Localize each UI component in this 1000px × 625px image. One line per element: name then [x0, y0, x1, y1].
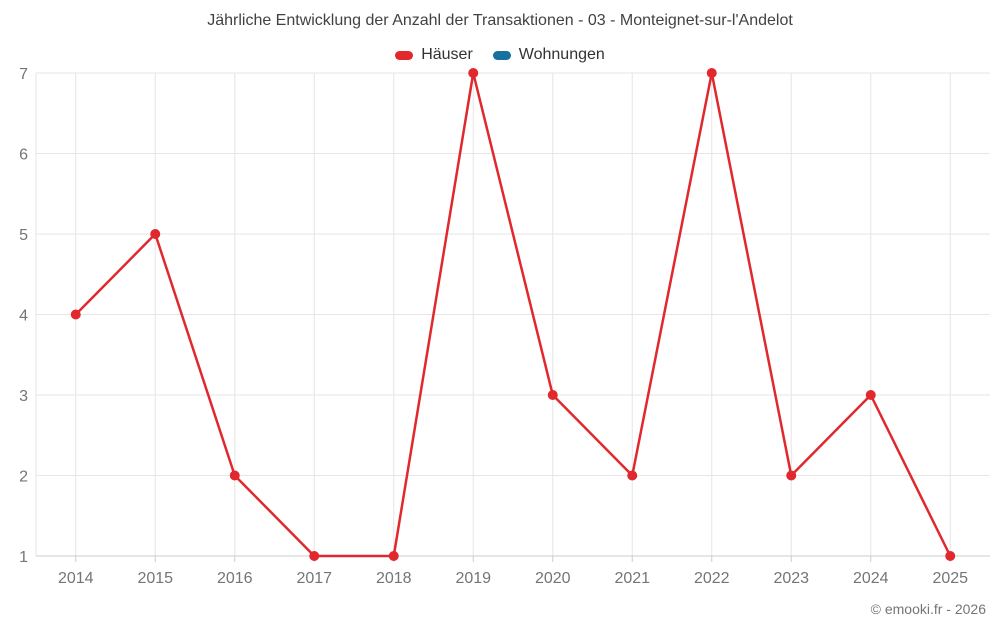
y-axis-tick-label: 6	[19, 147, 28, 164]
x-axis-tick-label: 2018	[376, 570, 412, 587]
data-point[interactable]	[468, 68, 479, 78]
x-axis-tick-label: 2015	[137, 570, 173, 587]
data-point[interactable]	[627, 470, 638, 481]
y-axis-tick-label: 7	[19, 66, 28, 83]
x-axis-tick-label: 2020	[535, 570, 571, 587]
data-point[interactable]	[70, 309, 81, 320]
data-point[interactable]	[150, 229, 161, 239]
y-axis-tick-label: 2	[19, 469, 28, 486]
x-axis-tick-label: 2024	[853, 570, 889, 587]
data-point[interactable]	[309, 551, 320, 561]
x-axis-tick-label: 2017	[296, 570, 332, 587]
data-point[interactable]	[388, 551, 399, 561]
x-axis-tick-label: 2025	[932, 570, 968, 587]
data-point[interactable]	[865, 390, 876, 400]
x-axis-tick-label: 2021	[614, 570, 650, 587]
x-axis-tick-label: 2019	[455, 570, 491, 587]
x-axis-tick-label: 2016	[217, 570, 253, 587]
x-axis-tick-label: 2014	[58, 570, 94, 587]
y-axis-tick-label: 5	[19, 227, 28, 244]
data-point[interactable]	[786, 470, 797, 481]
chart-title: Jährliche Entwicklung der Anzahl der Tra…	[207, 12, 793, 29]
data-point[interactable]	[547, 390, 558, 400]
series-line	[74, 71, 952, 558]
data-point[interactable]	[945, 551, 956, 561]
legend-item-haeuser[interactable]: Häuser	[395, 46, 473, 64]
legend-label-haeuser: Häuser	[421, 46, 473, 63]
chart-legend: Häuser Wohnungen	[0, 46, 1000, 64]
legend-swatch-wohnungen	[492, 50, 511, 60]
legend-swatch-haeuser	[395, 50, 414, 60]
y-axis-tick-label: 3	[19, 388, 28, 405]
chart-credit: © emooki.fr - 2026	[870, 601, 986, 617]
legend-item-wohnungen[interactable]: Wohnungen	[492, 46, 605, 64]
y-axis-tick-label: 4	[19, 308, 28, 325]
data-point[interactable]	[706, 68, 717, 78]
x-axis-tick-label: 2022	[694, 570, 730, 587]
legend-label-wohnungen: Wohnungen	[518, 46, 605, 63]
y-axis-tick-label: 1	[19, 549, 28, 566]
x-axis-tick-label: 2023	[773, 570, 809, 587]
data-point[interactable]	[229, 470, 240, 481]
